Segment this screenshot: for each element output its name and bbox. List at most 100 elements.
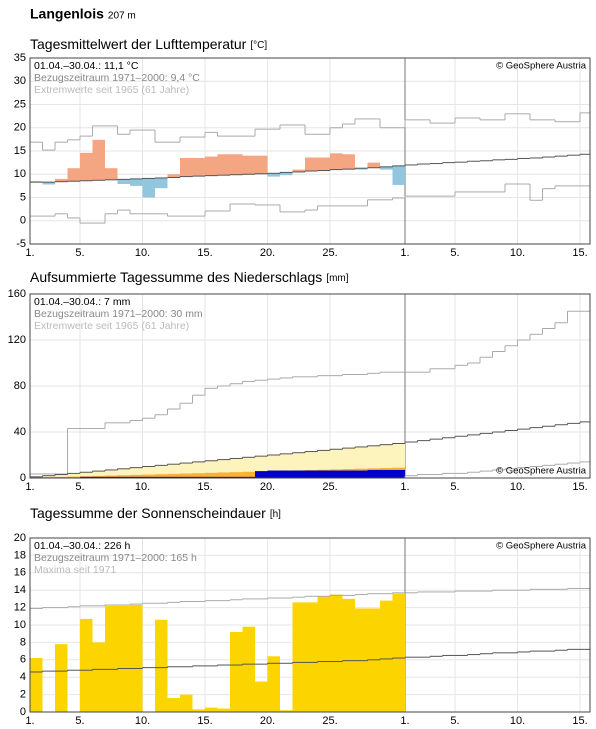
observed-area: [317, 470, 330, 478]
anomaly-bar: [267, 173, 280, 177]
anomaly-bar: [305, 157, 318, 171]
y-tick-label: 12: [14, 602, 26, 614]
reference-area: [142, 466, 155, 478]
anomaly-bar: [92, 139, 105, 181]
anomaly-bar: [167, 174, 180, 178]
observed-area: [230, 476, 243, 478]
observed-area: [305, 470, 318, 478]
reference-area: [67, 473, 80, 478]
bar: [317, 596, 330, 712]
title-text: Aufsummierte Tagessumme des Niederschlag…: [30, 269, 322, 285]
bar: [92, 642, 105, 712]
anomaly-bar: [242, 155, 255, 175]
y-tick-label: 35: [14, 52, 26, 64]
panel-title: Tagessumme der Sonnenscheindauer [h]: [30, 505, 281, 521]
y-tick-label: 0: [20, 472, 26, 484]
band-area: [180, 473, 193, 478]
plot-frame: [29, 57, 591, 245]
y-tick-label: 18: [14, 549, 26, 561]
y-tick-label: 6: [20, 654, 26, 666]
y-tick-label: 2: [20, 689, 26, 701]
x-tick-label: 10.: [135, 715, 150, 727]
bar: [230, 631, 243, 712]
bar: [292, 602, 305, 712]
bar: [155, 619, 168, 712]
info-text: Bezugszeitraum 1971–2000: 9,4 °C: [34, 72, 200, 84]
info-text: Maxima seit 1971: [34, 564, 116, 576]
x-tick-label: 10.: [510, 481, 525, 493]
credit: © GeoSphere Austria: [496, 541, 587, 552]
y-tick-label: 0: [20, 215, 26, 227]
data-layer: [30, 587, 590, 712]
info-text: Extremwerte seit 1965 (61 Jahre): [34, 84, 189, 96]
band-area: [167, 473, 180, 478]
anomaly-bar: [67, 168, 80, 182]
info-text: 01.04.–30.04.: 7 mm: [34, 296, 131, 308]
y-tick-label: 160: [8, 288, 26, 300]
y-tick-label: 15: [14, 145, 26, 157]
y-tick-label: 0: [20, 706, 26, 718]
info-text: Bezugszeitraum 1971–2000: 30 mm: [34, 308, 203, 320]
reference-area: [80, 472, 93, 478]
anomaly-bar: [192, 157, 205, 177]
x-tick-label: 1.: [400, 481, 409, 493]
band-area: [205, 472, 218, 478]
bar: [330, 594, 343, 712]
observed-area: [142, 476, 155, 478]
reference-area: [42, 475, 55, 478]
reference-area: [130, 467, 143, 478]
x-tick-label: 15.: [197, 481, 212, 493]
data-layer: [30, 112, 590, 224]
y-tick-label: 20: [14, 122, 26, 134]
x-tick-label: 15.: [572, 715, 587, 727]
x-tick-label: 15.: [197, 247, 212, 259]
x-tick-label: 5.: [75, 247, 84, 259]
observed-area: [292, 470, 305, 478]
anomaly-bar: [180, 157, 193, 177]
plot-frame: [29, 293, 591, 479]
y-tick-label: 10: [14, 619, 26, 631]
anomaly-bar: [367, 162, 380, 168]
x-tick-label: 15.: [197, 715, 212, 727]
anomaly-bar: [230, 154, 243, 175]
bar: [192, 709, 205, 712]
anomaly-bar: [80, 152, 93, 181]
x-tick-label: 25.: [322, 481, 337, 493]
observed-area: [367, 469, 380, 478]
band-area: [230, 472, 243, 478]
reference-area: [55, 474, 68, 478]
bar: [267, 656, 280, 712]
observed-area: [355, 470, 368, 478]
station-elevation: 207 m: [108, 11, 136, 22]
band-area: [192, 473, 205, 478]
anomaly-bar: [380, 166, 393, 170]
title-unit: [°C]: [250, 40, 267, 51]
observed-area: [255, 471, 268, 478]
title-unit: [mm]: [326, 273, 348, 284]
observed-area: [380, 469, 393, 478]
x-tick-label: 20.: [260, 481, 275, 493]
credit: © GeoSphere Austria: [496, 466, 587, 477]
x-tick-label: 1.: [25, 247, 34, 259]
panel-title: Aufsummierte Tagessumme des Niederschlag…: [30, 269, 349, 285]
x-tick-label: 15.: [572, 481, 587, 493]
anomaly-bar: [280, 172, 293, 176]
y-tick-label: -5: [16, 238, 26, 250]
band-area: [217, 472, 230, 478]
anomaly-bar: [255, 155, 268, 174]
y-tick-label: 10: [14, 168, 26, 180]
bar: [242, 626, 255, 712]
x-tick-label: 1.: [400, 715, 409, 727]
x-tick-label: 10.: [510, 715, 525, 727]
data-layer: [30, 310, 590, 478]
x-tick-label: 5.: [450, 247, 459, 259]
y-tick-label: 25: [14, 98, 26, 110]
x-tick-label: 10.: [510, 247, 525, 259]
panel: Tagessumme der Sonnenscheindauer [h] 0 2 4 6 8…: [14, 505, 591, 727]
anomaly-bar: [142, 178, 155, 198]
bar: [280, 710, 293, 712]
observed-area: [330, 470, 343, 478]
observed-area: [130, 476, 143, 478]
info-text: 01.04.–30.04.: 226 h: [34, 540, 130, 552]
